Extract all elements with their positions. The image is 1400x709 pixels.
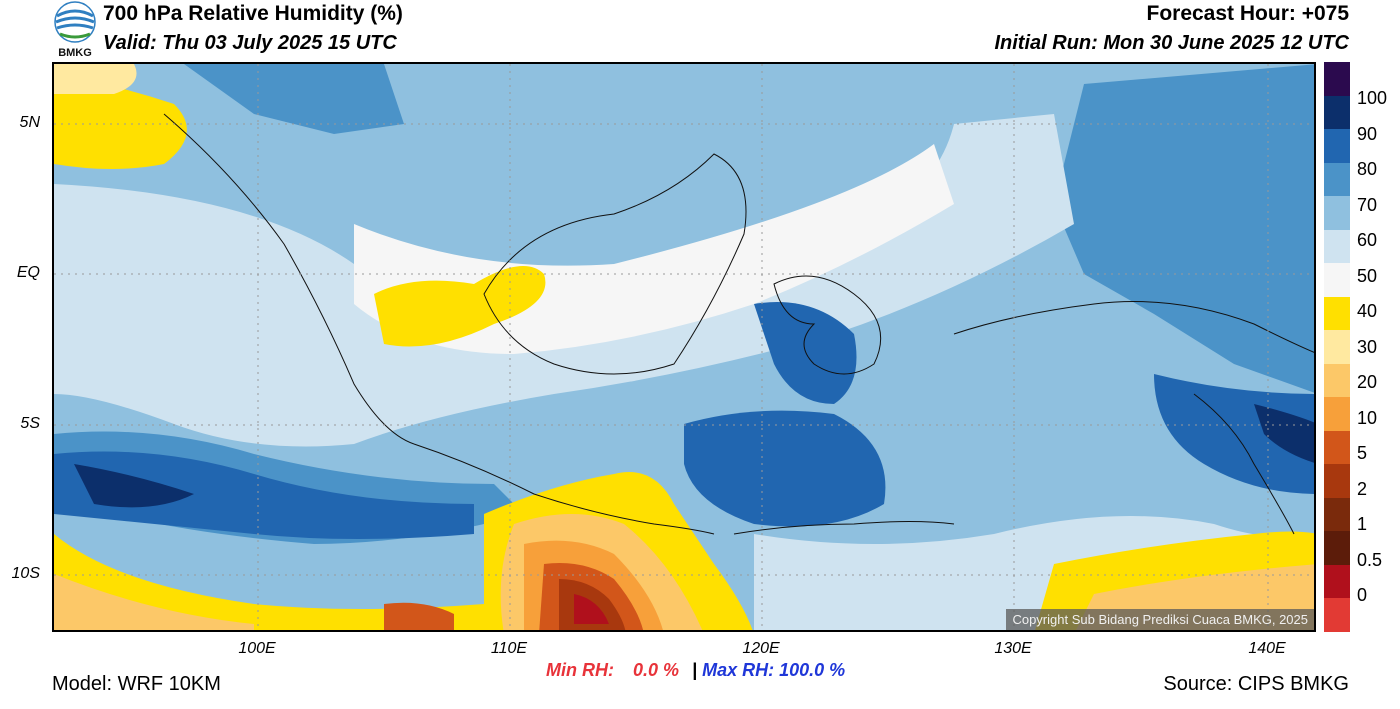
colorbar-segment — [1324, 497, 1350, 532]
lat-label-eq: EQ — [16, 264, 40, 281]
max-rh-label: Max RH: — [702, 660, 775, 680]
humidity-region — [74, 464, 194, 508]
colorbar-label: 70 — [1357, 195, 1378, 215]
colorbar-segment — [1324, 397, 1350, 431]
colorbar-label: 80 — [1357, 159, 1378, 179]
colorbar-segment — [1324, 196, 1350, 230]
lon-label-130e: 130E — [994, 640, 1032, 657]
gridlines — [54, 64, 1314, 630]
coastlines — [163, 113, 1314, 535]
colorbar-segment — [1324, 162, 1350, 197]
humidity-region — [1254, 404, 1314, 463]
colorbar-label: 50 — [1357, 266, 1378, 286]
colorbar-segment — [1324, 464, 1350, 498]
initial-run: Initial Run: Mon 30 June 2025 12 UTC — [994, 32, 1349, 54]
dry-region — [54, 64, 137, 94]
stats-separator: | — [692, 660, 698, 680]
colorbar-label: 5 — [1357, 443, 1368, 463]
valid-time: Valid: Thu 03 July 2025 15 UTC — [103, 32, 397, 54]
lat-label-10s: 10S — [11, 565, 40, 582]
lon-label-110e: 110E — [490, 640, 528, 657]
svg-text:BMKG: BMKG — [58, 47, 92, 58]
bmkg-logo: BMKG — [52, 0, 98, 59]
max-rh-value: 100.0 % — [779, 660, 846, 680]
colorbar-label: 10 — [1357, 408, 1378, 428]
forecast-hour: Forecast Hour: +075 — [1146, 2, 1350, 25]
min-rh-value: 0.0 % — [633, 660, 680, 680]
rh-stats: Min RH: 0.0 % | Max RH: 100.0 % — [546, 660, 845, 681]
dry-region — [384, 602, 454, 630]
colorbar-segment — [1324, 263, 1350, 297]
colorbar-label: 0.5 — [1357, 550, 1383, 570]
humidity-region — [1054, 64, 1314, 393]
dry-region — [574, 594, 609, 624]
lon-label-140e: 140E — [1248, 640, 1286, 657]
colorbar-label: 20 — [1357, 372, 1378, 392]
copyright-notice: Copyright Sub Bidang Prediksi Cuaca BMKG… — [1006, 609, 1314, 630]
colorbar-segment — [1324, 296, 1350, 331]
humidity-region — [54, 451, 474, 539]
colorbar-label: 30 — [1357, 337, 1378, 357]
colorbar-segment — [1324, 430, 1350, 465]
colorbar-segment — [1324, 129, 1350, 163]
colorbar-label: 0 — [1357, 585, 1368, 605]
humidity-region — [1154, 374, 1314, 494]
lat-label-5s: 5S — [20, 415, 40, 432]
colorbar-label: 2 — [1357, 479, 1368, 499]
colorbar-label: 60 — [1357, 230, 1378, 250]
colorbar-label: 90 — [1357, 124, 1378, 144]
lon-label-120e: 120E — [742, 640, 780, 657]
humidity-region — [54, 114, 1074, 447]
min-rh-label: Min RH: — [546, 660, 614, 680]
colorbar-segment — [1324, 62, 1350, 96]
source-label: Source: CIPS BMKG — [1163, 673, 1349, 695]
dry-region — [54, 74, 187, 169]
colorbar-label: 1 — [1357, 514, 1368, 534]
humidity-map — [52, 62, 1316, 632]
colorbar-segment — [1324, 95, 1350, 130]
colorbar-segment — [1324, 564, 1350, 599]
dry-region — [54, 534, 484, 630]
humidity-region — [684, 410, 886, 527]
colorbar-segment — [1324, 598, 1350, 632]
humidity-region — [184, 64, 404, 134]
model-label: Model: WRF 10KM — [52, 673, 221, 695]
lon-label-100e: 100E — [238, 640, 276, 657]
colorbar — [1324, 62, 1350, 632]
dry-region — [54, 574, 254, 630]
colorbar-segment — [1324, 330, 1350, 364]
colorbar-label: 100 — [1357, 88, 1388, 108]
chart-title: 700 hPa Relative Humidity (%) — [103, 2, 403, 25]
dry-region — [374, 266, 546, 347]
colorbar-segment — [1324, 363, 1350, 398]
colorbar-segment — [1324, 229, 1350, 264]
lat-label-5n: 5N — [19, 114, 40, 131]
humidity-region — [754, 302, 857, 404]
colorbar-label: 40 — [1357, 301, 1378, 321]
colorbar-segment — [1324, 531, 1350, 565]
